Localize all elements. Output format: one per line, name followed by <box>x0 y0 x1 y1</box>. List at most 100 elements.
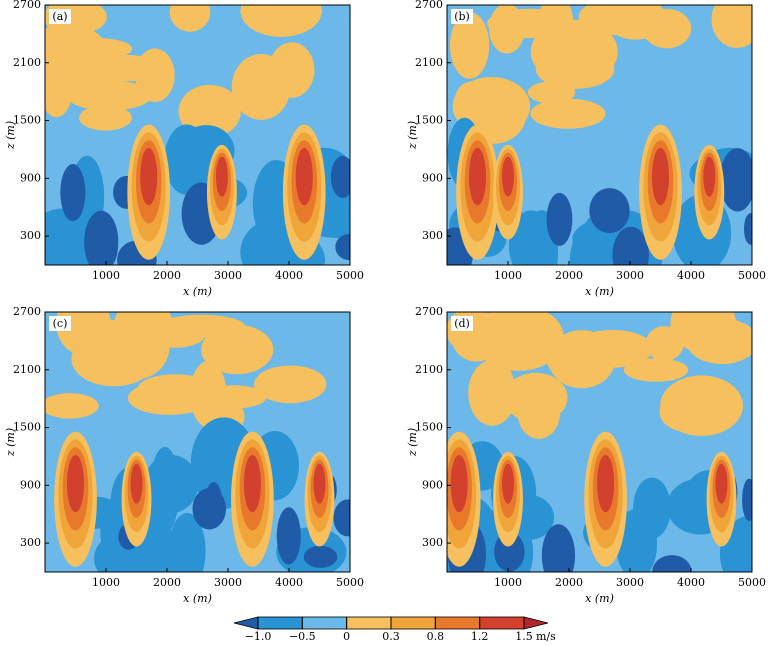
x-tick-label: 4000 <box>677 576 705 589</box>
y-tick-label: 900 <box>20 171 41 184</box>
contour-region <box>612 226 649 265</box>
contour-region <box>169 5 211 32</box>
contour-region <box>623 358 689 382</box>
contour-region <box>243 455 261 513</box>
contour-region <box>83 53 116 90</box>
contour-region <box>468 148 487 206</box>
y-tick-label: 1500 <box>415 114 443 127</box>
contour-region <box>508 210 554 265</box>
colorbar-extend-high <box>523 616 549 630</box>
contour-region <box>651 148 670 206</box>
contour-region <box>164 124 209 195</box>
colorbar-segment <box>301 616 348 630</box>
x-tick-label: 5000 <box>738 269 766 282</box>
contour-region <box>645 326 684 362</box>
contour-region <box>530 98 606 129</box>
contour-region <box>527 81 576 104</box>
contour-region <box>330 155 350 198</box>
x-tick-label: 4000 <box>275 576 303 589</box>
y-axis-label: z (m) <box>4 428 17 457</box>
contour-region <box>454 81 489 120</box>
x-tick-label: 1000 <box>92 576 120 589</box>
x-tick-label: 3000 <box>214 269 242 282</box>
contour-field <box>45 5 350 265</box>
contour-region <box>652 555 692 572</box>
colorbar-segment <box>257 616 303 630</box>
contour-region <box>711 5 752 48</box>
contour-region <box>256 231 291 265</box>
contour-region <box>517 388 560 439</box>
y-tick-label: 1500 <box>13 421 41 434</box>
contour-region <box>449 12 490 79</box>
y-tick-label: 300 <box>20 229 41 242</box>
x-tick-label: 1000 <box>92 269 120 282</box>
contour-region <box>743 213 752 245</box>
x-tick-label: 2000 <box>555 576 583 589</box>
contour-region <box>546 343 588 376</box>
y-tick-label: 300 <box>20 536 41 549</box>
contour-region <box>578 5 650 35</box>
contour-region <box>303 545 338 568</box>
contour-field <box>447 312 752 572</box>
y-tick-label: 900 <box>422 171 443 184</box>
contour-region <box>597 455 615 513</box>
contour-region <box>140 148 158 206</box>
y-tick-label: 2700 <box>13 0 41 11</box>
contour-region <box>240 5 322 37</box>
contour-region <box>502 156 514 197</box>
panel-label-box <box>49 316 71 331</box>
colorbar-segment <box>390 616 436 630</box>
x-tick-label: 2000 <box>153 269 181 282</box>
contour-region <box>541 524 576 572</box>
contour-region <box>589 188 630 234</box>
colorbar-label: 0 <box>343 630 350 642</box>
y-tick-label: 300 <box>422 229 443 242</box>
colorbar-segment <box>479 616 525 630</box>
contour-region <box>66 455 85 513</box>
y-tick-label: 300 <box>422 536 443 549</box>
colorbar-segment <box>346 616 392 630</box>
contour-region <box>686 318 752 365</box>
x-tick-label: 4000 <box>275 269 303 282</box>
colorbar-label: −1.0 <box>245 630 272 642</box>
contour-region <box>719 148 752 212</box>
contour-region <box>642 8 692 49</box>
plot-frame <box>44 4 351 266</box>
contour-region <box>66 80 152 111</box>
contour-region <box>45 28 93 92</box>
contour-region <box>488 5 525 54</box>
y-axis-label: z (m) <box>406 121 419 150</box>
contour-region <box>450 455 468 513</box>
panel-label-box <box>451 316 473 331</box>
x-tick-label: 3000 <box>214 576 242 589</box>
contour-region <box>742 478 752 522</box>
contour-region <box>715 463 728 504</box>
contour-region <box>295 148 313 206</box>
plot-frame <box>446 4 753 266</box>
colorbar-label: 0.3 <box>382 630 400 642</box>
colorbar-label: 1.5 <box>515 630 533 642</box>
plot-frame <box>446 311 753 573</box>
contour-region <box>62 37 132 60</box>
x-axis-label: x (m) <box>585 592 614 605</box>
contour-region <box>313 463 326 504</box>
y-tick-label: 900 <box>20 478 41 491</box>
contour-region <box>335 233 350 261</box>
contour-region <box>84 210 119 265</box>
contour-region <box>130 463 143 504</box>
y-tick-label: 900 <box>422 478 443 491</box>
contour-region <box>703 156 716 197</box>
y-tick-label: 1500 <box>13 114 41 127</box>
plot-frame <box>44 311 351 573</box>
contour-region <box>276 507 301 565</box>
panel-label: (d) <box>454 317 470 330</box>
x-axis-label: x (m) <box>183 285 212 298</box>
colorbar-label: −0.5 <box>289 630 316 642</box>
contour-region <box>201 324 274 375</box>
contour-region <box>254 365 327 404</box>
contour-region <box>215 156 228 197</box>
y-tick-label: 2100 <box>415 363 443 376</box>
y-axis-label: z (m) <box>4 121 17 150</box>
x-tick-label: 2000 <box>555 269 583 282</box>
y-axis-label: z (m) <box>406 428 419 457</box>
